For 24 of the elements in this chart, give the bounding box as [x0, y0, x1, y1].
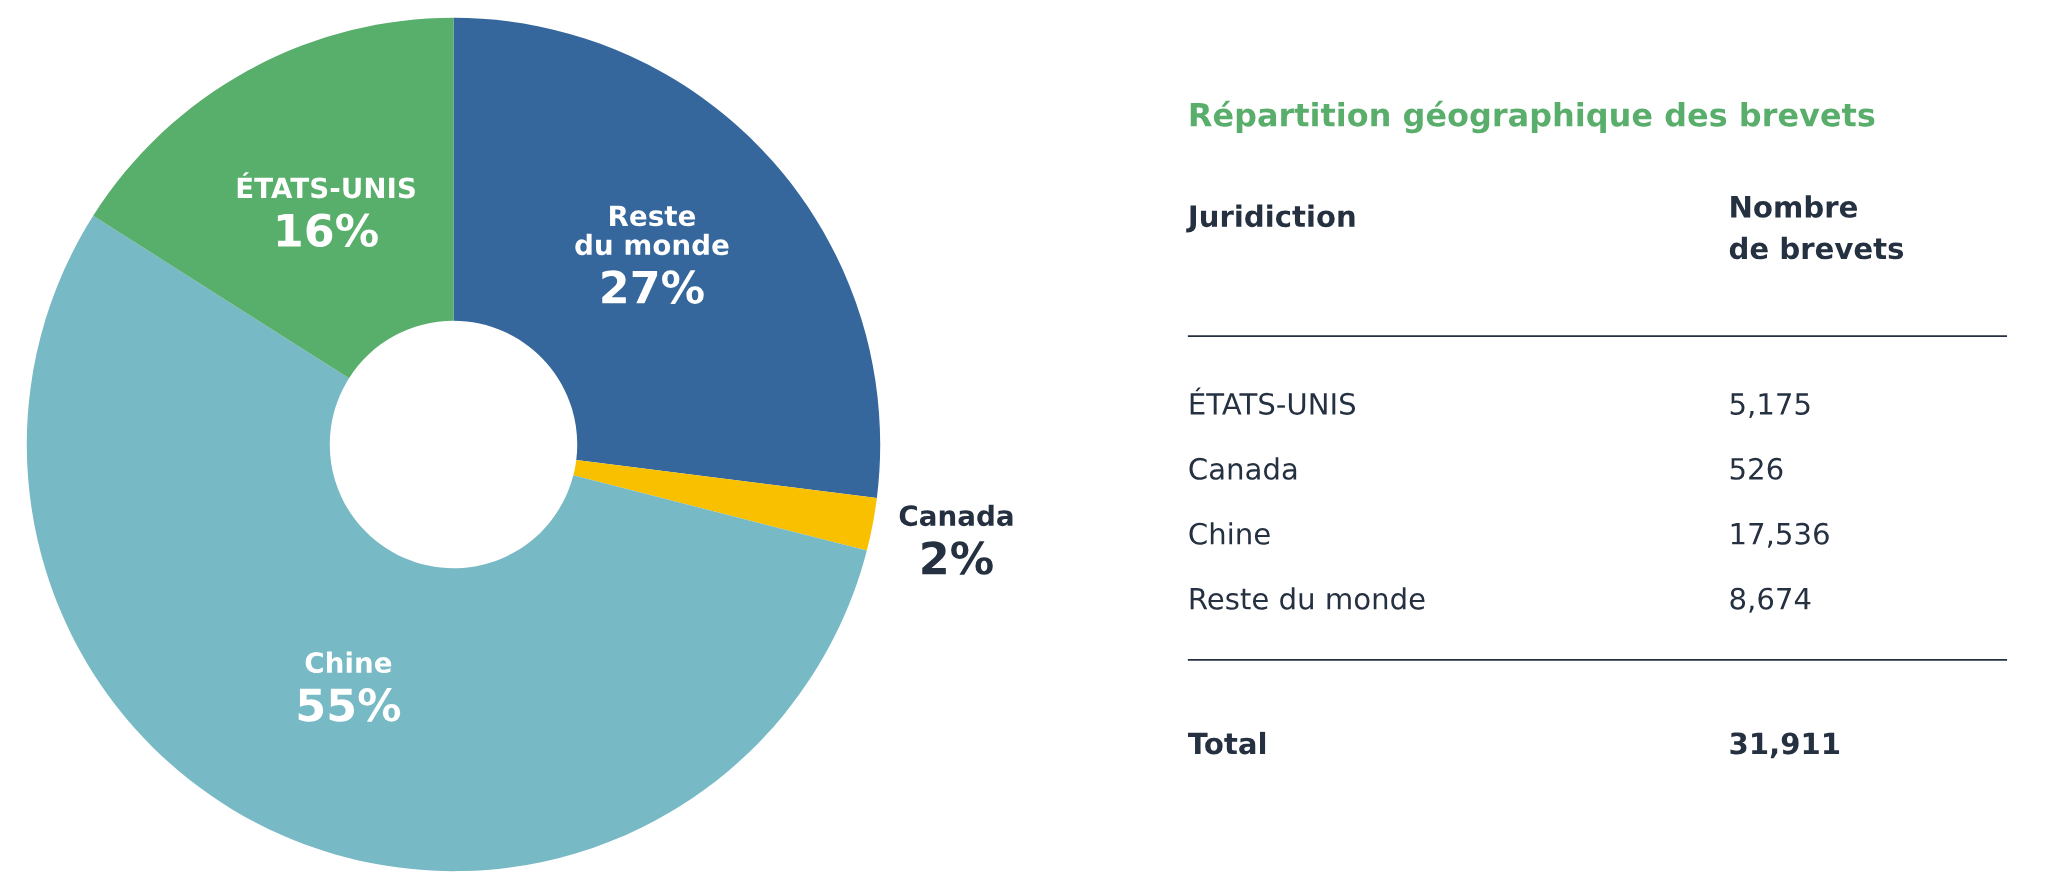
- text: Répartition géographique des brevets: [1190, 100, 1875, 134]
- text: 31,911: [1730, 732, 1840, 759]
- data-label: 16%: [277, 213, 378, 248]
- slice-label: Reste du monde: [575, 205, 729, 256]
- slice-label: ÉTATS-UNIS: [237, 172, 415, 199]
- donut-slice: [573, 460, 877, 551]
- text: Juridiction: [1186, 204, 1355, 233]
- donut-slice: [453, 17, 881, 498]
- text: 17,536: [1731, 522, 1829, 548]
- text: Nombre de brevets: [1729, 195, 1904, 260]
- data-label: 55%: [298, 688, 401, 722]
- category-label: Reste du monde: [1190, 587, 1425, 610]
- text: Total: [1187, 731, 1266, 755]
- slice-label: Chine: [305, 651, 392, 674]
- text: 526: [1730, 457, 1783, 480]
- text: 5,175: [1730, 393, 1810, 418]
- donut-slice: [93, 17, 454, 379]
- category-label: Chine: [1189, 522, 1270, 545]
- data-label: 2%: [922, 541, 993, 575]
- category-label: Canada: [1189, 457, 1297, 480]
- slice-label: Canada: [899, 504, 1013, 527]
- data-label: 27%: [602, 270, 704, 304]
- text: 8,674: [1730, 587, 1811, 613]
- category-label: ÉTATS-UNIS: [1190, 387, 1356, 415]
